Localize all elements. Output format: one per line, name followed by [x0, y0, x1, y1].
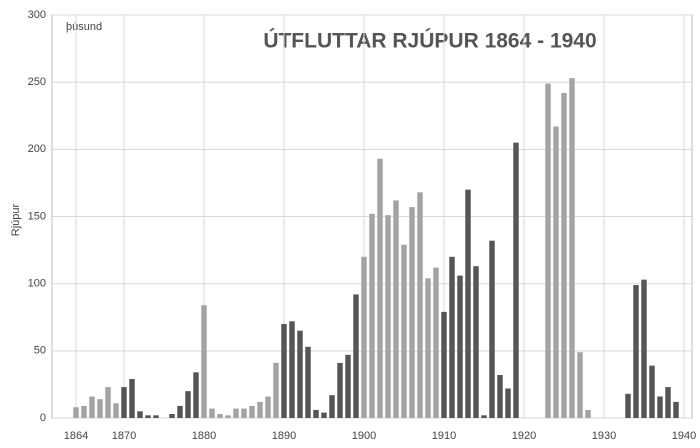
bar	[113, 403, 119, 418]
x-tick-label: 1870	[112, 430, 136, 442]
bar	[273, 362, 279, 418]
y-tick-label: 50	[34, 345, 46, 357]
bar	[329, 395, 335, 418]
bar	[497, 375, 503, 418]
bar	[129, 379, 135, 418]
x-tick-label: 1940	[672, 430, 696, 442]
bar	[249, 405, 255, 418]
bar	[545, 83, 551, 418]
bar	[641, 279, 647, 418]
bar	[89, 396, 95, 418]
bar	[425, 278, 431, 418]
bar	[633, 285, 639, 418]
bar	[97, 399, 103, 418]
bar	[265, 396, 271, 418]
bar	[153, 415, 159, 418]
bar	[289, 321, 295, 418]
chart-title: ÚTFLUTTAR RJÚPUR 1864 - 1940	[263, 29, 596, 53]
x-tick-label: 1900	[352, 430, 376, 442]
bar	[441, 311, 447, 418]
bar	[177, 405, 183, 418]
bar	[489, 240, 495, 418]
bar	[145, 415, 151, 418]
bar	[401, 244, 407, 418]
bar	[577, 352, 583, 418]
bar	[657, 396, 663, 418]
x-tick-label: 1864	[64, 430, 88, 442]
bar	[257, 401, 263, 418]
bar	[385, 215, 391, 418]
bar	[369, 213, 375, 418]
bar	[169, 413, 175, 418]
y-tick-label: 250	[28, 76, 46, 88]
bar	[465, 189, 471, 418]
x-tick-label: 1910	[432, 430, 456, 442]
bar	[241, 408, 247, 418]
bar	[185, 391, 191, 418]
x-tick-label: 1930	[592, 430, 616, 442]
bar	[105, 387, 111, 418]
bar	[345, 354, 351, 418]
bar	[649, 365, 655, 418]
bar	[449, 256, 455, 418]
bar	[137, 411, 143, 418]
bar	[121, 387, 127, 418]
bar	[393, 200, 399, 418]
bar	[193, 372, 199, 418]
bar	[457, 275, 463, 418]
bar	[673, 401, 679, 418]
bar	[81, 405, 87, 418]
bar	[417, 192, 423, 418]
x-tick-label: 1890	[272, 430, 296, 442]
bar	[561, 92, 567, 418]
bar	[481, 415, 487, 418]
bar	[665, 387, 671, 418]
bar	[377, 158, 383, 418]
bar	[305, 346, 311, 418]
bar	[505, 388, 511, 418]
bar	[513, 142, 519, 418]
y-tick-label: 100	[28, 278, 46, 290]
bar	[297, 330, 303, 418]
bar	[553, 126, 559, 418]
unit-label: þúsund	[66, 21, 102, 33]
bar	[209, 408, 215, 418]
bar	[473, 266, 479, 418]
x-tick-label: 1920	[512, 430, 536, 442]
x-tick-label: 1880	[192, 430, 216, 442]
y-tick-label: 200	[28, 143, 46, 155]
bar	[201, 305, 207, 418]
bar	[281, 323, 287, 418]
bar	[585, 409, 591, 418]
bar	[321, 412, 327, 418]
bar	[73, 407, 79, 418]
bar	[409, 207, 415, 418]
bar	[569, 78, 575, 419]
y-tick-label: 0	[40, 412, 46, 424]
bar	[353, 294, 359, 418]
bar	[337, 362, 343, 418]
y-tick-label: 300	[28, 9, 46, 21]
bar	[313, 409, 319, 418]
bar	[361, 256, 367, 418]
y-tick-label: 150	[28, 210, 46, 222]
y-axis-label: Rjúpur	[10, 203, 22, 236]
bar	[625, 393, 631, 418]
bar	[233, 408, 239, 418]
bar	[433, 267, 439, 418]
bar	[217, 413, 223, 418]
bar	[225, 415, 231, 418]
